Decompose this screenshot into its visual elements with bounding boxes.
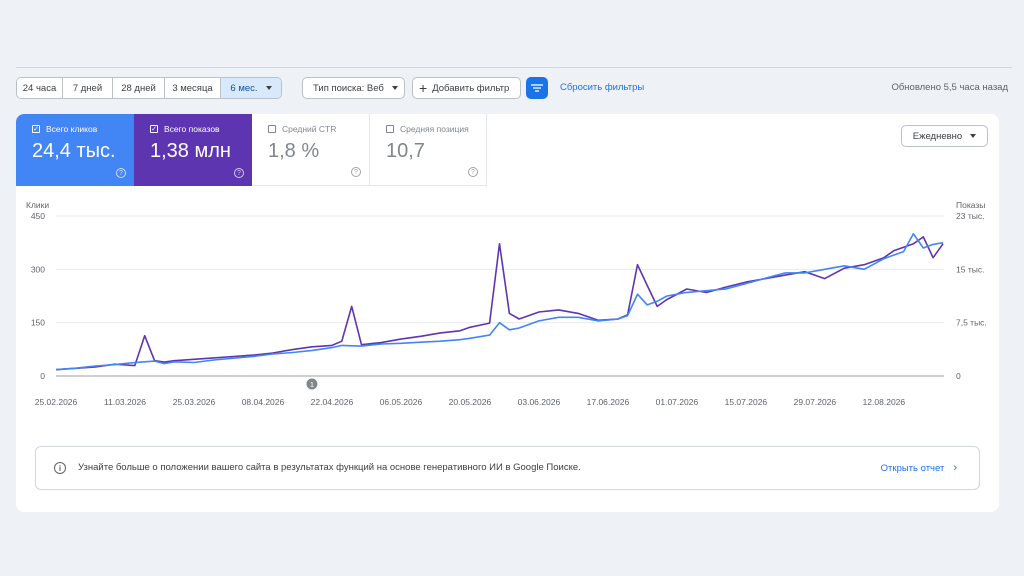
right-axis-tick: 23 тыс.	[956, 211, 984, 221]
search-type-label: Тип поиска: Веб	[313, 82, 384, 94]
chevron-down-icon	[970, 134, 977, 138]
chevron-right-icon: ›	[953, 462, 957, 474]
right-axis-tick: 7,5 тыс.	[956, 318, 987, 328]
right-axis-tick: 0	[956, 371, 961, 381]
metric-value: 1,38 млн	[150, 140, 231, 162]
range-28d-button[interactable]: 28 дней	[113, 78, 165, 98]
granularity-label: Ежедневно	[912, 130, 963, 142]
metric-value: 24,4 тыс.	[32, 140, 116, 162]
plus-icon: +	[419, 80, 428, 96]
range-24h-button[interactable]: 24 часа	[17, 78, 63, 98]
performance-card: ✓ Всего кликов 24,4 тыс. ? ✓ Всего показов…	[16, 114, 999, 512]
range-6m-label: 6 мес.	[230, 82, 258, 94]
annotation-marker[interactable]	[306, 378, 318, 390]
metric-label: Всего кликов	[46, 124, 98, 134]
metric-average-ctr[interactable]: Средний CTR 1,8 % ?	[252, 114, 370, 186]
x-axis-tick: 22.04.2026	[311, 397, 354, 407]
x-axis-tick: 11.03.2026	[104, 397, 146, 407]
range-3m-button[interactable]: 3 месяца	[165, 78, 221, 98]
checkbox-checked-icon: ✓	[150, 125, 158, 133]
open-report-label: Открыть отчет	[880, 462, 945, 474]
x-axis-tick: 01.07.2026	[656, 397, 699, 407]
x-axis-tick: 20.05.2026	[449, 397, 492, 407]
left-axis-tick: 450	[31, 211, 45, 221]
metric-label: Средняя позиция	[400, 124, 469, 134]
range-6m-button[interactable]: 6 мес.	[221, 78, 281, 98]
filter-lines-icon	[531, 84, 543, 92]
granularity-dropdown[interactable]: Ежедневно	[901, 125, 988, 147]
x-axis-tick: 15.07.2026	[725, 397, 768, 407]
ai-info-banner: i Узнайте больше о положении вашего сайт…	[35, 446, 980, 490]
info-banner-text: Узнайте больше о положении вашего сайта …	[78, 462, 581, 473]
left-axis-label: Клики	[26, 200, 49, 210]
right-axis-label: Показы	[956, 200, 985, 210]
checkbox-icon	[268, 125, 276, 133]
top-divider	[16, 67, 1012, 68]
checkbox-icon	[386, 125, 394, 133]
help-icon[interactable]: ?	[234, 168, 244, 178]
metric-value: 10,7	[386, 140, 425, 162]
search-type-dropdown[interactable]: Тип поиска: Веб	[302, 77, 405, 99]
left-axis-tick: 150	[31, 318, 45, 328]
chevron-down-icon	[391, 86, 398, 90]
metric-label: Всего показов	[164, 124, 220, 134]
impressions-series-line	[55, 236, 944, 371]
x-axis-tick: 25.03.2026	[173, 397, 216, 407]
x-axis-tick: 06.05.2026	[380, 397, 423, 407]
clicks-series-line	[55, 232, 944, 371]
x-axis-tick: 29.07.2026	[794, 397, 837, 407]
x-axis-tick: 08.04.2026	[242, 397, 285, 407]
add-filter-button[interactable]: + Добавить фильтр	[412, 77, 521, 99]
help-icon[interactable]: ?	[116, 168, 126, 178]
x-axis-tick: 12.08.2026	[863, 397, 906, 407]
help-icon[interactable]: ?	[468, 167, 478, 177]
range-7d-button[interactable]: 7 дней	[63, 78, 113, 98]
filter-bar: 24 часа 7 дней 28 дней 3 месяца 6 мес. Т…	[16, 77, 1012, 99]
x-axis-tick: 17.06.2026	[587, 397, 630, 407]
metric-label: Средний CTR	[282, 124, 337, 134]
right-axis-tick: 15 тыс.	[956, 264, 984, 274]
annotation-label[interactable]: 1	[310, 380, 314, 389]
x-axis-tick: 25.02.2026	[35, 397, 78, 407]
left-axis-tick: 0	[40, 371, 45, 381]
add-filter-label: Добавить фильтр	[432, 82, 510, 94]
info-icon: i	[54, 462, 66, 474]
x-axis-tick: 03.06.2026	[518, 397, 561, 407]
checkbox-checked-icon: ✓	[32, 125, 40, 133]
chevron-down-icon	[265, 86, 272, 90]
date-range-selector: 24 часа 7 дней 28 дней 3 месяца 6 мес.	[16, 77, 282, 99]
open-report-link[interactable]: Открыть отчет ›	[881, 462, 957, 474]
help-icon[interactable]: ?	[351, 167, 361, 177]
last-updated-text: Обновлено 5,5 часа назад	[891, 82, 1008, 93]
metric-total-clicks[interactable]: ✓ Всего кликов 24,4 тыс. ?	[16, 114, 134, 186]
metric-value: 1,8 %	[268, 140, 320, 162]
metric-average-position[interactable]: Средняя позиция 10,7 ?	[370, 114, 487, 186]
filter-settings-button[interactable]	[526, 77, 548, 99]
left-axis-tick: 300	[31, 264, 45, 274]
performance-chart: 0 0 150 7,5 тыс. 300 15 тыс. 450 23 тыс. Клики По…	[26, 200, 987, 407]
metric-total-impressions[interactable]: ✓ Всего показов 1,38 млн ?	[134, 114, 252, 186]
reset-filters-link[interactable]: Сбросить фильтры	[560, 82, 645, 93]
